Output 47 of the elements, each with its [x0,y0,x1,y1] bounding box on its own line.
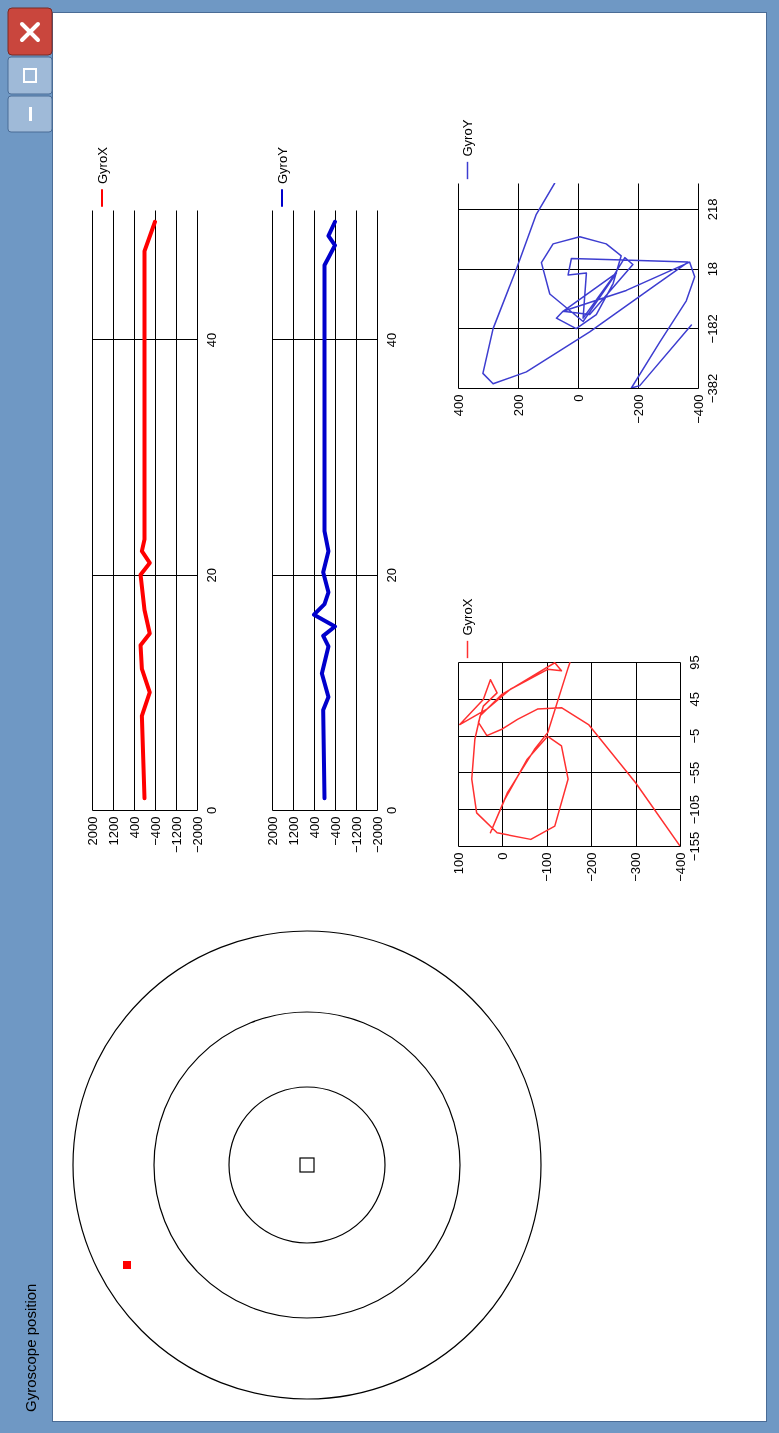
y-tick-label: 18 [704,261,720,277]
x-tick-label: 2000 [264,816,280,846]
x-tick-label: −2000 [369,816,385,854]
y-tick-label: 0 [383,806,399,815]
text: Gyroscope position [22,1283,40,1412]
y-tick-label: −182 [704,314,720,344]
x-tick-label: −200 [583,852,599,882]
line-series [138,219,157,801]
x-tick-label: −400 [672,852,688,882]
x-tick-label: 1200 [285,816,301,846]
y-tick-label: 20 [203,567,219,583]
y-tick-label: −382 [704,373,720,404]
x-tick-label: −2000 [189,816,205,854]
x-tick-label: −400 [327,816,343,846]
x-tick-label: −400 [147,816,163,846]
x-tick-label: 0 [494,852,510,860]
x-tick-label: 200 [510,394,526,417]
y-tick-label: 218 [704,198,720,221]
x-tick-label: 100 [450,852,466,875]
x-tick-label: 400 [126,816,142,839]
y-tick-label: 40 [383,332,399,348]
text: GyroX [95,146,110,184]
x-tick-label: −100 [539,852,555,882]
text: GyroY [460,119,475,157]
y-tick-label: 20 [383,567,399,583]
x-tick-label: −1200 [168,816,184,854]
x-tick-label: −200 [630,394,646,424]
x-tick-label: 400 [306,816,322,839]
x-tick-label: 0 [570,394,586,402]
x-tick-label: −300 [628,852,644,882]
y-tick-label: 40 [203,332,219,348]
y-tick-label: 95 [686,655,702,670]
x-tick-label: 2000 [84,816,100,846]
y-tick-label: −55 [686,761,702,784]
line-series [312,219,337,801]
y-tick-label: −155 [686,831,702,862]
y-tick-label: 0 [203,806,219,815]
y-tick-label: 45 [686,692,702,707]
x-tick-label: −1200 [348,816,364,854]
x-tick-label: 400 [450,394,466,417]
x-tick-label: −400 [690,394,706,424]
y-tick-label: −5 [686,728,702,744]
y-tick-label: −105 [686,795,702,825]
line-series [459,662,680,846]
text: GyroX [460,598,475,636]
x-tick-label: 1200 [105,816,121,846]
text: GyroY [275,146,290,184]
